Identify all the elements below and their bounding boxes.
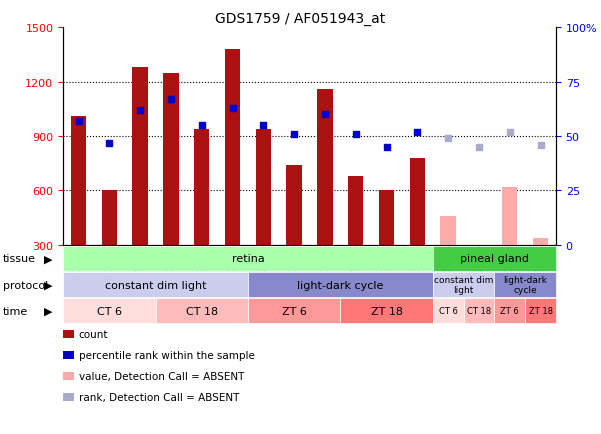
Text: ▶: ▶ [44,254,52,264]
Text: percentile rank within the sample: percentile rank within the sample [79,350,255,360]
Bar [502,187,517,245]
Bar [533,238,548,245]
Point [320,112,330,118]
Text: ZT 6: ZT 6 [501,306,519,316]
Text: ▶: ▶ [44,306,52,316]
Text: ZT 18: ZT 18 [371,306,403,316]
Text: constant dim light: constant dim light [105,280,206,290]
Text: GDS1759 / AF051943_at: GDS1759 / AF051943_at [215,12,386,26]
Text: pineal gland: pineal gland [460,254,529,264]
Text: tissue: tissue [3,254,36,264]
Text: light-dark
cycle: light-dark cycle [503,275,547,295]
Bar [71,117,86,245]
Bar [102,191,117,245]
Bar [410,158,425,245]
Bar [225,50,240,245]
Bar [255,129,271,245]
Bar [348,177,364,245]
Text: count: count [79,329,108,339]
Text: retina: retina [231,254,264,264]
Bar [287,166,302,245]
Point [166,96,175,103]
Point [474,144,484,151]
Text: CT 6: CT 6 [97,306,122,316]
Bar [163,73,178,245]
Text: value, Detection Call = ABSENT: value, Detection Call = ABSENT [79,371,244,381]
Point [74,118,84,125]
Text: constant dim
light: constant dim light [434,275,493,295]
Point [135,107,145,114]
Point [535,142,545,149]
Text: ▶: ▶ [44,280,52,290]
Bar [317,90,332,245]
Text: ZT 18: ZT 18 [528,306,552,316]
Text: protocol: protocol [3,280,48,290]
Bar [194,129,209,245]
Bar [471,245,487,251]
Text: CT 6: CT 6 [439,306,457,316]
Text: ZT 6: ZT 6 [282,306,307,316]
Point [105,140,114,147]
Point [289,131,299,138]
Point [412,129,422,136]
Text: rank, Detection Call = ABSENT: rank, Detection Call = ABSENT [79,392,239,401]
Bar [132,68,148,245]
Point [351,131,361,138]
Bar [379,191,394,245]
Point [228,105,237,112]
Point [258,122,268,129]
Point [444,135,453,142]
Text: light-dark cycle: light-dark cycle [297,280,383,290]
Bar [441,216,456,245]
Text: CT 18: CT 18 [467,306,491,316]
Text: time: time [3,306,28,316]
Point [197,122,207,129]
Point [382,144,391,151]
Point [505,129,514,136]
Text: CT 18: CT 18 [186,306,218,316]
